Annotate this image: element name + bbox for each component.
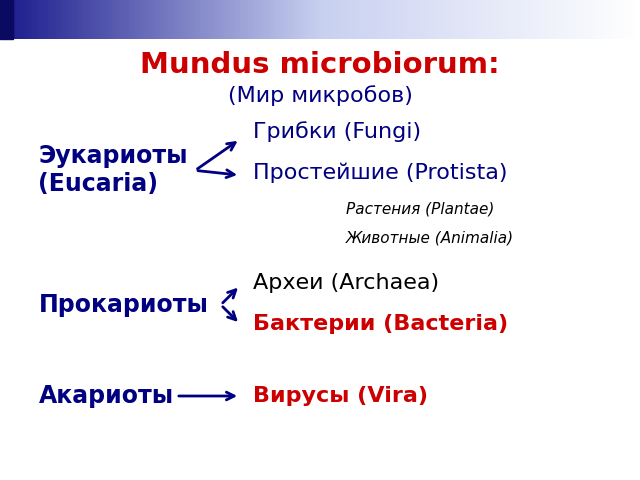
Text: Простейшие (Protista): Простейшие (Protista)	[253, 163, 508, 183]
Text: Эукариоты
(Eucaria): Эукариоты (Eucaria)	[38, 144, 188, 196]
Text: Грибки (Fungi): Грибки (Fungi)	[253, 121, 421, 143]
Text: Животные (Animalia): Животные (Animalia)	[346, 230, 514, 245]
Text: Бактерии (Bacteria): Бактерии (Bacteria)	[253, 314, 508, 334]
Text: Археи (Archaea): Археи (Archaea)	[253, 273, 439, 293]
Text: Растения (Plantae): Растения (Plantae)	[346, 201, 494, 216]
Text: (Мир микробов): (Мир микробов)	[228, 85, 412, 107]
Text: Прокариоты: Прокариоты	[38, 293, 208, 317]
Text: Акариоты: Акариоты	[38, 384, 173, 408]
Text: Mundus microbiorum:: Mundus microbiorum:	[140, 51, 500, 79]
Text: Вирусы (Vira): Вирусы (Vira)	[253, 386, 428, 406]
